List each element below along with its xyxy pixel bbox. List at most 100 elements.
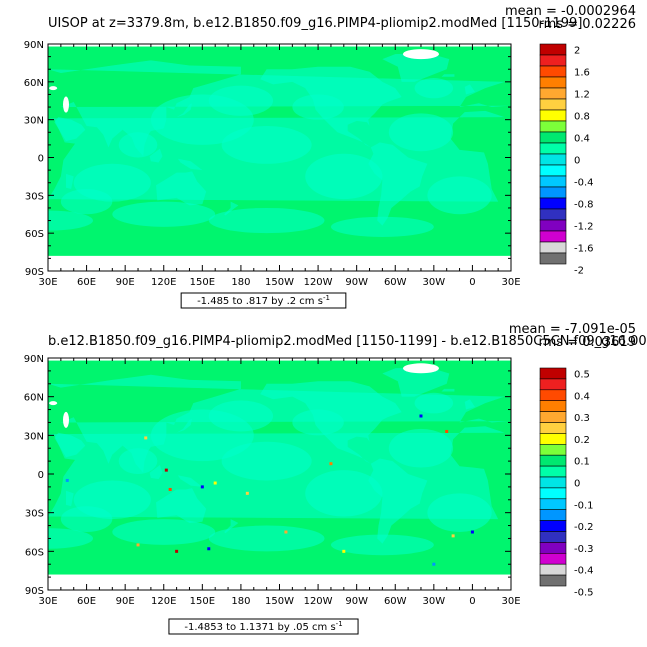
continent-shape [176, 418, 193, 433]
y-tick-label: 30S [25, 509, 44, 520]
colorbar: 2 1.6 1.2 0.8 0.4 0 -0.4 -0.8 -1.2 -1.6 -2 [539, 43, 594, 277]
colorbar-swatch [539, 65, 567, 78]
colorbar-swatch [539, 509, 567, 521]
colorbar-swatch [539, 378, 567, 391]
x-tick-label: 30E [501, 277, 520, 288]
y-tick-label: 60N [24, 393, 44, 404]
map-area [48, 358, 511, 590]
colorbar-swatch [539, 120, 567, 133]
contour-range-label: -1.485 to .817 by .2 cm s-1 [197, 294, 330, 307]
colorbar-swatch [539, 574, 567, 587]
rms-label: rms = 0.03619 [539, 335, 636, 350]
anomaly-patch [112, 519, 216, 545]
x-tick-label: 30W [423, 277, 446, 288]
continent-shape [382, 52, 450, 82]
panel-title: UISOP at z=3379.8m, b.e12.B1850.f09_g16.… [48, 16, 582, 31]
land-mask [49, 86, 58, 91]
x-tick-label: 60W [384, 277, 407, 288]
continent-shape [464, 84, 475, 95]
anomaly-patch [60, 506, 113, 532]
land-mask [402, 363, 439, 374]
continent-shape [176, 418, 193, 433]
anomaly-patch [221, 125, 312, 164]
colorbar-swatch [539, 87, 567, 100]
continent-shape [48, 60, 509, 157]
colorbar-swatch [539, 476, 567, 489]
continent-shape [224, 519, 239, 534]
anomaly-spot [329, 462, 333, 466]
anomaly-patch [208, 85, 274, 116]
colorbar-label: -0.2 [574, 522, 594, 533]
colorbar-label: 0.3 [574, 413, 590, 424]
continent-shape [48, 374, 509, 473]
y-tick-label: 30S [25, 191, 44, 202]
land-mask [49, 401, 58, 406]
colorbar-swatch [539, 142, 567, 155]
colorbar-swatch [539, 465, 567, 478]
anomaly-patch [305, 153, 383, 200]
anomaly-patch [118, 132, 158, 158]
continent-shape [260, 66, 402, 148]
anomaly-patch [221, 441, 312, 481]
x-tick-label: 0 [469, 596, 475, 607]
continent-shape [260, 381, 402, 464]
continent-shape [441, 74, 455, 77]
continent-shape [382, 367, 450, 397]
continent-shape [48, 426, 505, 520]
anomaly-patch [60, 189, 113, 215]
mean-label: mean = -0.0002964 [505, 4, 636, 19]
continent-shape [66, 490, 74, 507]
x-tick-label: 150W [265, 277, 294, 288]
colorbar-label: 0.5 [574, 369, 590, 380]
colorbar-label: 0.8 [574, 112, 590, 123]
y-tick-label: 60N [24, 78, 44, 89]
colorbar-label: -1.2 [574, 222, 594, 233]
colorbar-swatch [539, 54, 567, 67]
colorbar-swatch [539, 563, 567, 576]
anomaly-spot [200, 485, 204, 489]
continent-shape [156, 488, 207, 523]
continent-shape [156, 171, 207, 206]
anomaly-spot [65, 478, 69, 482]
x-tick-label: 90W [345, 596, 368, 607]
anomaly-patch [427, 176, 492, 215]
colorbar-label: -0.4 [574, 566, 594, 577]
anomaly-spot [284, 530, 288, 534]
colorbar-swatch [539, 542, 567, 554]
continent-shape [48, 60, 509, 157]
anomaly-spot [342, 549, 346, 553]
anomaly-patch [48, 528, 94, 549]
land-mask [63, 96, 70, 113]
colorbar-label: 0 [574, 478, 580, 489]
colorbar: 0.5 0.4 0.3 0.2 0.1 0 -0.1 -0.2 -0.3 -0.4 -0.5 [539, 367, 594, 598]
colorbar-swatch [539, 433, 567, 445]
continent-shape [368, 142, 428, 226]
colorbar-swatch [539, 498, 567, 510]
continent-shape [176, 103, 193, 118]
colorbar-swatch [539, 454, 567, 467]
colorbar-swatch [539, 389, 567, 401]
y-tick-label: 0 [38, 154, 44, 165]
colorbar-label: 2 [574, 46, 580, 57]
y-tick-label: 0 [38, 470, 44, 481]
continent-shape [177, 158, 203, 171]
colorbar-swatch [539, 230, 567, 243]
colorbar-swatch [539, 208, 567, 221]
colorbar-swatch [539, 219, 567, 232]
continent-shape [368, 458, 428, 544]
x-tick-label: 60E [77, 277, 96, 288]
continent-shape [131, 151, 146, 166]
x-tick-label: 90W [345, 277, 368, 288]
continent-shape [382, 367, 450, 397]
colorbar-swatch [539, 109, 567, 122]
continent-shape [224, 201, 239, 216]
x-tick-label: 0 [469, 277, 475, 288]
mean-label: mean = -7.091e-05 [509, 322, 636, 337]
colorbar-swatch [539, 241, 567, 254]
contour-range-box: -1.4853 to 1.1371 by .05 cm s-1 [168, 618, 359, 635]
x-tick-label: 60E [77, 596, 96, 607]
continent-shape [54, 432, 86, 458]
anomaly-patch [208, 400, 274, 432]
colorbar-label: -1.6 [574, 244, 594, 255]
anomaly-patch [112, 201, 216, 227]
